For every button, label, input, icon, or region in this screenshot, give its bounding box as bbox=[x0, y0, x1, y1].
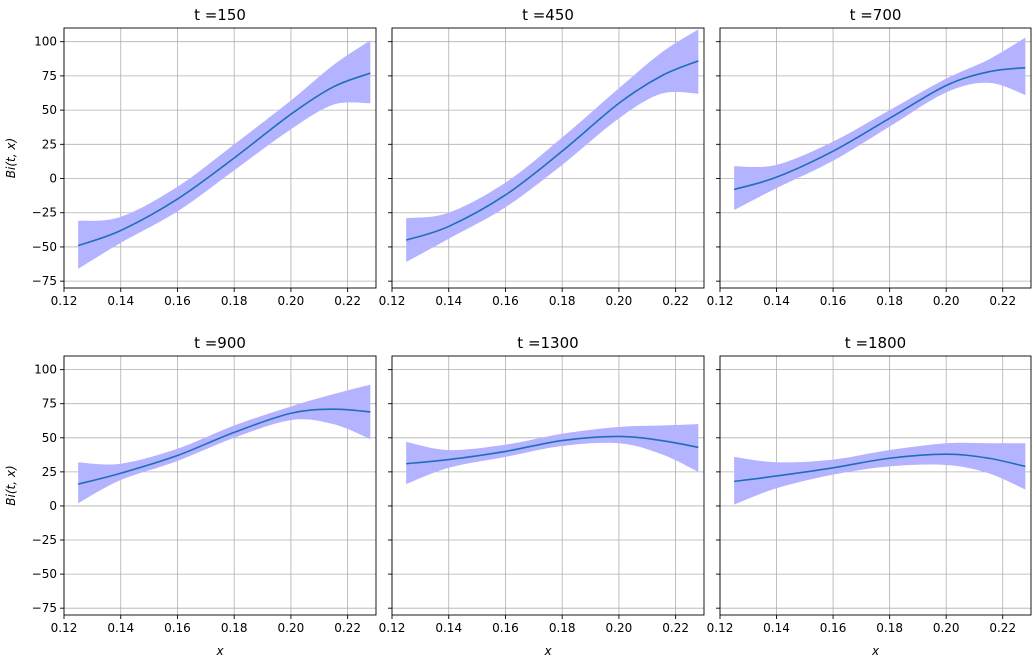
x-tick-label: 0.12 bbox=[379, 294, 406, 308]
x-tick-label: 0.22 bbox=[989, 294, 1016, 308]
y-tick-label: 25 bbox=[42, 137, 57, 151]
subplot-1: 0.12 0.14 0.16 0.18 0.20 0.22 100 75 50 25 0 −25 −50… bbox=[4, 6, 377, 308]
y-tick-label: −75 bbox=[32, 601, 57, 615]
subplot-3: 0.12 0.14 0.16 0.18 0.20 0.22 t =700 bbox=[707, 6, 1032, 308]
confidence-band bbox=[406, 29, 699, 263]
subplot-title: t =700 bbox=[850, 6, 902, 24]
axes-frame bbox=[391, 355, 705, 616]
subplot-title: t =450 bbox=[522, 6, 574, 24]
series-line bbox=[733, 66, 1026, 191]
y-tick-label: 25 bbox=[42, 465, 57, 479]
x-tick-label: 0.20 bbox=[278, 294, 305, 308]
series-line bbox=[77, 72, 371, 247]
y-tick-label: 50 bbox=[42, 103, 57, 117]
x-axis-label: x bbox=[871, 644, 880, 658]
x-tick-label: 0.20 bbox=[278, 621, 305, 635]
x-tick-label: 0.22 bbox=[334, 294, 361, 308]
x-tick-label: 0.16 bbox=[164, 621, 191, 635]
confidence-band bbox=[406, 424, 699, 485]
x-tick-label: 0.20 bbox=[606, 294, 633, 308]
y-tick-label: 50 bbox=[42, 431, 57, 445]
confidence-band bbox=[78, 40, 371, 269]
x-tick-label: 0.16 bbox=[492, 294, 519, 308]
x-tick-label: 0.22 bbox=[662, 621, 689, 635]
x-axis-label: x bbox=[215, 644, 224, 658]
y-tick-label: 100 bbox=[34, 363, 57, 377]
y-tick-label: −25 bbox=[32, 206, 57, 220]
subplot-6: 0.12 0.14 0.16 0.18 0.20 0.22 t =1800 x bbox=[707, 334, 1032, 658]
x-tick-label: 0.22 bbox=[989, 621, 1016, 635]
series-line bbox=[77, 408, 371, 485]
y-tick-label: 75 bbox=[42, 397, 57, 411]
confidence-band bbox=[734, 442, 1026, 505]
x-tick-label: 0.22 bbox=[662, 294, 689, 308]
x-tick-label: 0.14 bbox=[435, 621, 462, 635]
x-tick-label: 0.12 bbox=[51, 294, 78, 308]
x-tick-label: 0.16 bbox=[492, 621, 519, 635]
axes-frame bbox=[719, 27, 1032, 289]
axes-frame bbox=[391, 27, 705, 289]
x-tick-label: 0.18 bbox=[221, 621, 248, 635]
series-line bbox=[734, 453, 1026, 483]
x-tick-label: 0.16 bbox=[820, 621, 847, 635]
x-tick-label: 0.14 bbox=[763, 294, 790, 308]
y-tick-label: −50 bbox=[32, 240, 57, 254]
series-line bbox=[406, 435, 699, 465]
subplot-5: 0.12 0.14 0.16 0.18 0.20 0.22 t =1300 x bbox=[379, 334, 705, 658]
axes-frame bbox=[63, 355, 377, 616]
y-tick-label: 100 bbox=[34, 35, 57, 49]
y-tick-label: 0 bbox=[49, 172, 57, 186]
x-axis-label: x bbox=[543, 644, 552, 658]
x-tick-label: 0.16 bbox=[164, 294, 191, 308]
x-tick-label: 0.18 bbox=[549, 294, 576, 308]
x-tick-label: 0.14 bbox=[107, 621, 134, 635]
x-tick-label: 0.14 bbox=[107, 294, 134, 308]
subplot-title: t =1300 bbox=[517, 334, 578, 352]
subplot-2: 0.12 0.14 0.16 0.18 0.20 0.22 t =450 bbox=[379, 6, 705, 308]
x-tick-label: 0.12 bbox=[379, 621, 406, 635]
x-tick-label: 0.18 bbox=[221, 294, 248, 308]
x-tick-label: 0.16 bbox=[820, 294, 847, 308]
x-tick-label: 0.12 bbox=[707, 621, 734, 635]
x-tick-label: 0.14 bbox=[435, 294, 462, 308]
y-tick-label: 0 bbox=[49, 499, 57, 513]
x-tick-label: 0.20 bbox=[933, 294, 960, 308]
subplot-title: t =150 bbox=[194, 6, 246, 24]
x-tick-label: 0.12 bbox=[51, 621, 78, 635]
x-tick-label: 0.20 bbox=[606, 621, 633, 635]
confidence-band bbox=[78, 384, 371, 504]
axes-frame bbox=[719, 355, 1032, 616]
x-tick-label: 0.22 bbox=[334, 621, 361, 635]
subplot-title: t =1800 bbox=[845, 334, 906, 352]
axes-frame bbox=[63, 27, 377, 289]
series-line bbox=[405, 60, 699, 241]
x-tick-label: 0.18 bbox=[549, 621, 576, 635]
x-tick-label: 0.20 bbox=[933, 621, 960, 635]
y-axis-label: Bi(t, x) bbox=[4, 138, 18, 178]
y-tick-label: −75 bbox=[32, 274, 57, 288]
x-tick-label: 0.18 bbox=[876, 621, 903, 635]
x-tick-label: 0.12 bbox=[707, 294, 734, 308]
y-tick-label: −25 bbox=[32, 533, 57, 547]
y-tick-label: −50 bbox=[32, 567, 57, 581]
x-tick-label: 0.14 bbox=[763, 621, 790, 635]
subplot-title: t =900 bbox=[194, 334, 246, 352]
subplot-4: 0.12 0.14 0.16 0.18 0.20 0.22 100 75 50 25 0 −25 −50… bbox=[4, 334, 377, 658]
x-tick-label: 0.18 bbox=[876, 294, 903, 308]
y-axis-label: Bi(t, x) bbox=[4, 465, 18, 505]
y-tick-label: 75 bbox=[42, 69, 57, 83]
